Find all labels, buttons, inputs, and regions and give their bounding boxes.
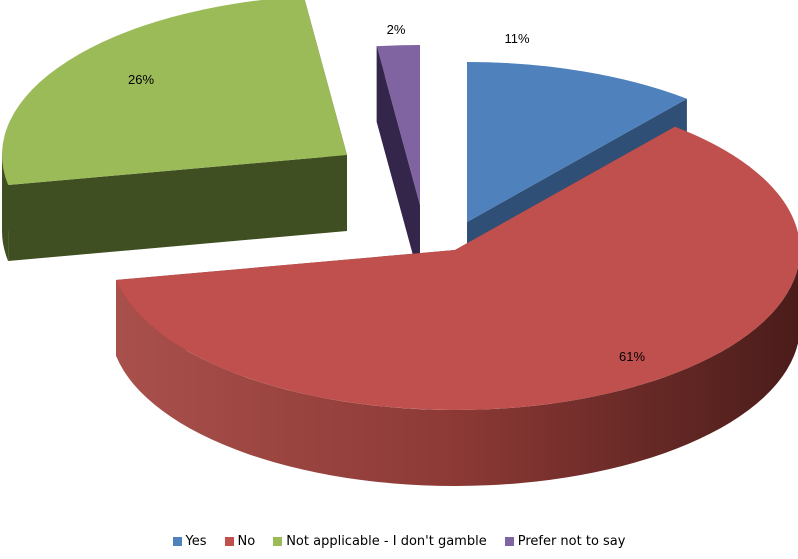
data-label-prefer-not-to-say: 2% xyxy=(387,22,406,37)
slice-top-yes xyxy=(467,62,687,222)
legend-item-no: No xyxy=(224,534,256,549)
data-label-not-applicable: 26% xyxy=(128,72,154,87)
legend-item-not-applicable: Not applicable - I don't gamble xyxy=(273,534,487,549)
legend-swatch-yes xyxy=(172,537,182,546)
legend-item-yes: Yes xyxy=(172,534,207,549)
legend-item-prefer-not-to-say: Prefer not to say xyxy=(504,534,626,549)
legend-label-not-applicable: Not applicable - I don't gamble xyxy=(286,534,487,549)
legend-swatch-no xyxy=(224,537,234,546)
slice-top-not-applicable xyxy=(2,0,347,185)
slice-top-no xyxy=(116,126,798,411)
legend-label-yes: Yes xyxy=(185,534,207,549)
slice-wall-prefer-not-to-say-0 xyxy=(376,46,420,282)
slice-side-no xyxy=(116,266,798,486)
data-label-no: 61% xyxy=(619,349,645,364)
slice-top-prefer-not-to-say xyxy=(376,45,420,205)
slice-wall-not-applicable-0 xyxy=(8,155,347,261)
legend: Yes No Not applicable - I don't gamble P… xyxy=(0,534,798,549)
data-label-yes: 11% xyxy=(504,31,529,46)
legend-label-no: No xyxy=(237,534,256,549)
legend-swatch-not-applicable xyxy=(273,537,283,546)
legend-label-prefer-not-to-say: Prefer not to say xyxy=(517,534,626,549)
legend-swatch-prefer-not-to-say xyxy=(504,537,514,546)
pie-chart-canvas: 11% 61% 26% 2% xyxy=(1,0,798,486)
